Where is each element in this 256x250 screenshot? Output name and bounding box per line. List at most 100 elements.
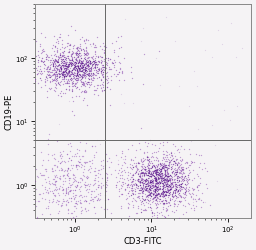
Point (92, 205, 96, 209)
Point (176, 182, 180, 186)
Point (46, 191, 50, 195)
Point (97, 198, 101, 202)
Point (150, 211, 154, 215)
Point (131, 179, 135, 183)
Point (157, 168, 161, 172)
Point (73, 178, 77, 182)
Point (150, 152, 154, 156)
Point (151, 172, 155, 176)
Point (161, 190, 165, 194)
Point (54, 62, 58, 66)
Point (154, 177, 158, 181)
Point (40, 212, 45, 216)
Point (179, 196, 183, 200)
Point (96, 55, 100, 59)
Point (42, 60, 46, 64)
Point (184, 188, 188, 192)
Point (138, 180, 142, 184)
Point (64, 68, 68, 71)
Point (164, 199, 168, 203)
Point (83, 89, 87, 93)
Point (45, 78, 49, 82)
Point (145, 193, 150, 197)
Point (59, 67, 63, 71)
Point (150, 172, 154, 176)
Point (129, 71, 133, 75)
Point (159, 169, 163, 173)
Point (88, 164, 92, 168)
Point (128, 177, 132, 181)
Point (85, 70, 89, 74)
Point (106, 166, 111, 170)
Point (89, 67, 93, 71)
Point (66, 185, 70, 189)
Point (60, 72, 64, 76)
Point (98, 142, 102, 146)
Point (140, 177, 144, 181)
Point (62, 60, 66, 64)
Point (139, 200, 143, 204)
Point (166, 174, 170, 178)
Point (167, 201, 171, 205)
Point (70, 68, 74, 72)
Point (163, 221, 167, 225)
Point (66, 81, 70, 85)
Point (151, 154, 155, 158)
Point (233, 55, 238, 59)
Point (102, 65, 106, 69)
Point (44, 58, 48, 62)
Point (84, 47, 89, 51)
Point (64, 88, 68, 92)
Point (62, 68, 66, 71)
Point (114, 40, 118, 44)
Point (64, 62, 68, 66)
Point (100, 69, 104, 73)
Point (86, 183, 90, 187)
Point (191, 198, 195, 202)
Point (60, 185, 64, 189)
Point (89, 192, 93, 196)
Point (176, 202, 180, 206)
Point (186, 181, 190, 185)
Point (177, 150, 181, 154)
Point (161, 192, 165, 196)
Point (120, 70, 124, 73)
Point (64, 187, 68, 191)
Point (157, 173, 161, 177)
Point (154, 167, 158, 171)
Point (82, 72, 86, 76)
Point (96, 168, 100, 172)
Point (154, 184, 158, 188)
Point (52, 157, 57, 161)
Point (96, 186, 100, 190)
Point (175, 199, 179, 203)
Point (139, 207, 143, 211)
Point (86, 208, 90, 212)
Point (74, 61, 78, 65)
Point (156, 168, 160, 172)
Point (102, 45, 106, 49)
Point (71, 172, 75, 176)
Point (41, 50, 45, 54)
Point (63, 188, 68, 192)
Point (59, 201, 63, 205)
Point (173, 198, 177, 202)
Point (35, 69, 39, 73)
Point (98, 193, 102, 197)
Point (130, 175, 134, 179)
Point (176, 185, 180, 189)
Point (162, 167, 166, 171)
Point (31, 80, 35, 84)
Point (86, 74, 90, 78)
Point (154, 56, 158, 60)
Point (146, 188, 151, 192)
Point (145, 154, 149, 158)
Point (123, 158, 127, 162)
Point (173, 163, 177, 167)
Point (61, 191, 65, 195)
Point (83, 206, 87, 210)
Point (78, 180, 82, 184)
Point (158, 201, 162, 205)
Point (163, 180, 167, 184)
Point (83, 62, 87, 66)
